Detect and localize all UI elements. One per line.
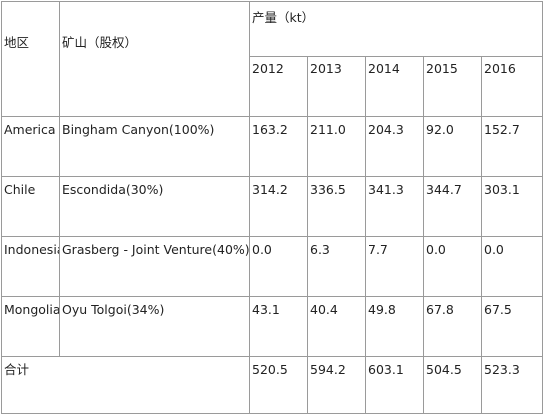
region-header: 地区 (1, 1, 60, 117)
mine-cell: Oyu Tolgoi(34%) (59, 296, 250, 357)
region-cell: Chile (1, 176, 60, 237)
value-cell: 0.0 (480, 236, 544, 297)
value-cell: 344.7 (423, 176, 482, 237)
year-header: 2012 (249, 56, 308, 117)
production-header: 产量（kt） (248, 1, 544, 57)
value-cell: 204.3 (365, 116, 424, 177)
total-row: 合计 520.5 594.2 603.1 504.5 523.3 (1, 356, 544, 414)
total-value-cell: 594.2 (307, 356, 366, 414)
header-row: 地区 矿山（股权） 产量（kt） (1, 1, 544, 117)
value-cell: 6.3 (307, 236, 366, 297)
mine-cell: Escondida(30%) (59, 176, 250, 237)
value-cell: 67.5 (480, 296, 544, 357)
table-row: Chile Escondida(30%) 314.2 336.5 341.3 3… (1, 176, 544, 237)
mine-cell: Grasberg - Joint Venture(40%) (59, 236, 250, 297)
value-cell: 0.0 (423, 236, 482, 297)
total-value-cell: 523.3 (480, 356, 544, 414)
year-header: 2015 (423, 56, 482, 117)
value-cell: 152.7 (480, 116, 544, 177)
value-cell: 341.3 (365, 176, 424, 237)
mine-cell: Bingham Canyon(100%) (59, 116, 250, 177)
value-cell: 211.0 (307, 116, 366, 177)
year-header: 2014 (365, 56, 424, 117)
year-header-row: 2012 2013 2014 2015 2016 (2, 56, 544, 117)
value-cell: 163.2 (249, 116, 308, 177)
year-header: 2016 (480, 56, 544, 117)
total-label: 合计 (1, 356, 250, 414)
table-row: Indonesia Grasberg - Joint Venture(40%) … (1, 236, 544, 297)
value-cell: 49.8 (365, 296, 424, 357)
region-cell: America (1, 116, 60, 177)
value-cell: 40.4 (307, 296, 366, 357)
value-cell: 67.8 (423, 296, 482, 357)
value-cell: 314.2 (249, 176, 308, 237)
region-cell: Mongolia (1, 296, 60, 357)
year-header: 2013 (307, 56, 366, 117)
value-cell: 7.7 (365, 236, 424, 297)
region-cell: Indonesia (1, 236, 60, 297)
total-value-cell: 504.5 (423, 356, 482, 414)
value-cell: 43.1 (249, 296, 308, 357)
total-value-cell: 520.5 (249, 356, 308, 414)
value-cell: 303.1 (480, 176, 544, 237)
table-row: Mongolia Oyu Tolgoi(34%) 43.1 40.4 49.8 … (1, 296, 544, 357)
value-cell: 0.0 (249, 236, 308, 297)
mine-header: 矿山（股权） (59, 1, 250, 117)
table-row: America Bingham Canyon(100%) 163.2 211.0… (1, 116, 544, 177)
value-cell: 92.0 (423, 116, 482, 177)
value-cell: 336.5 (307, 176, 366, 237)
total-value-cell: 603.1 (365, 356, 424, 414)
